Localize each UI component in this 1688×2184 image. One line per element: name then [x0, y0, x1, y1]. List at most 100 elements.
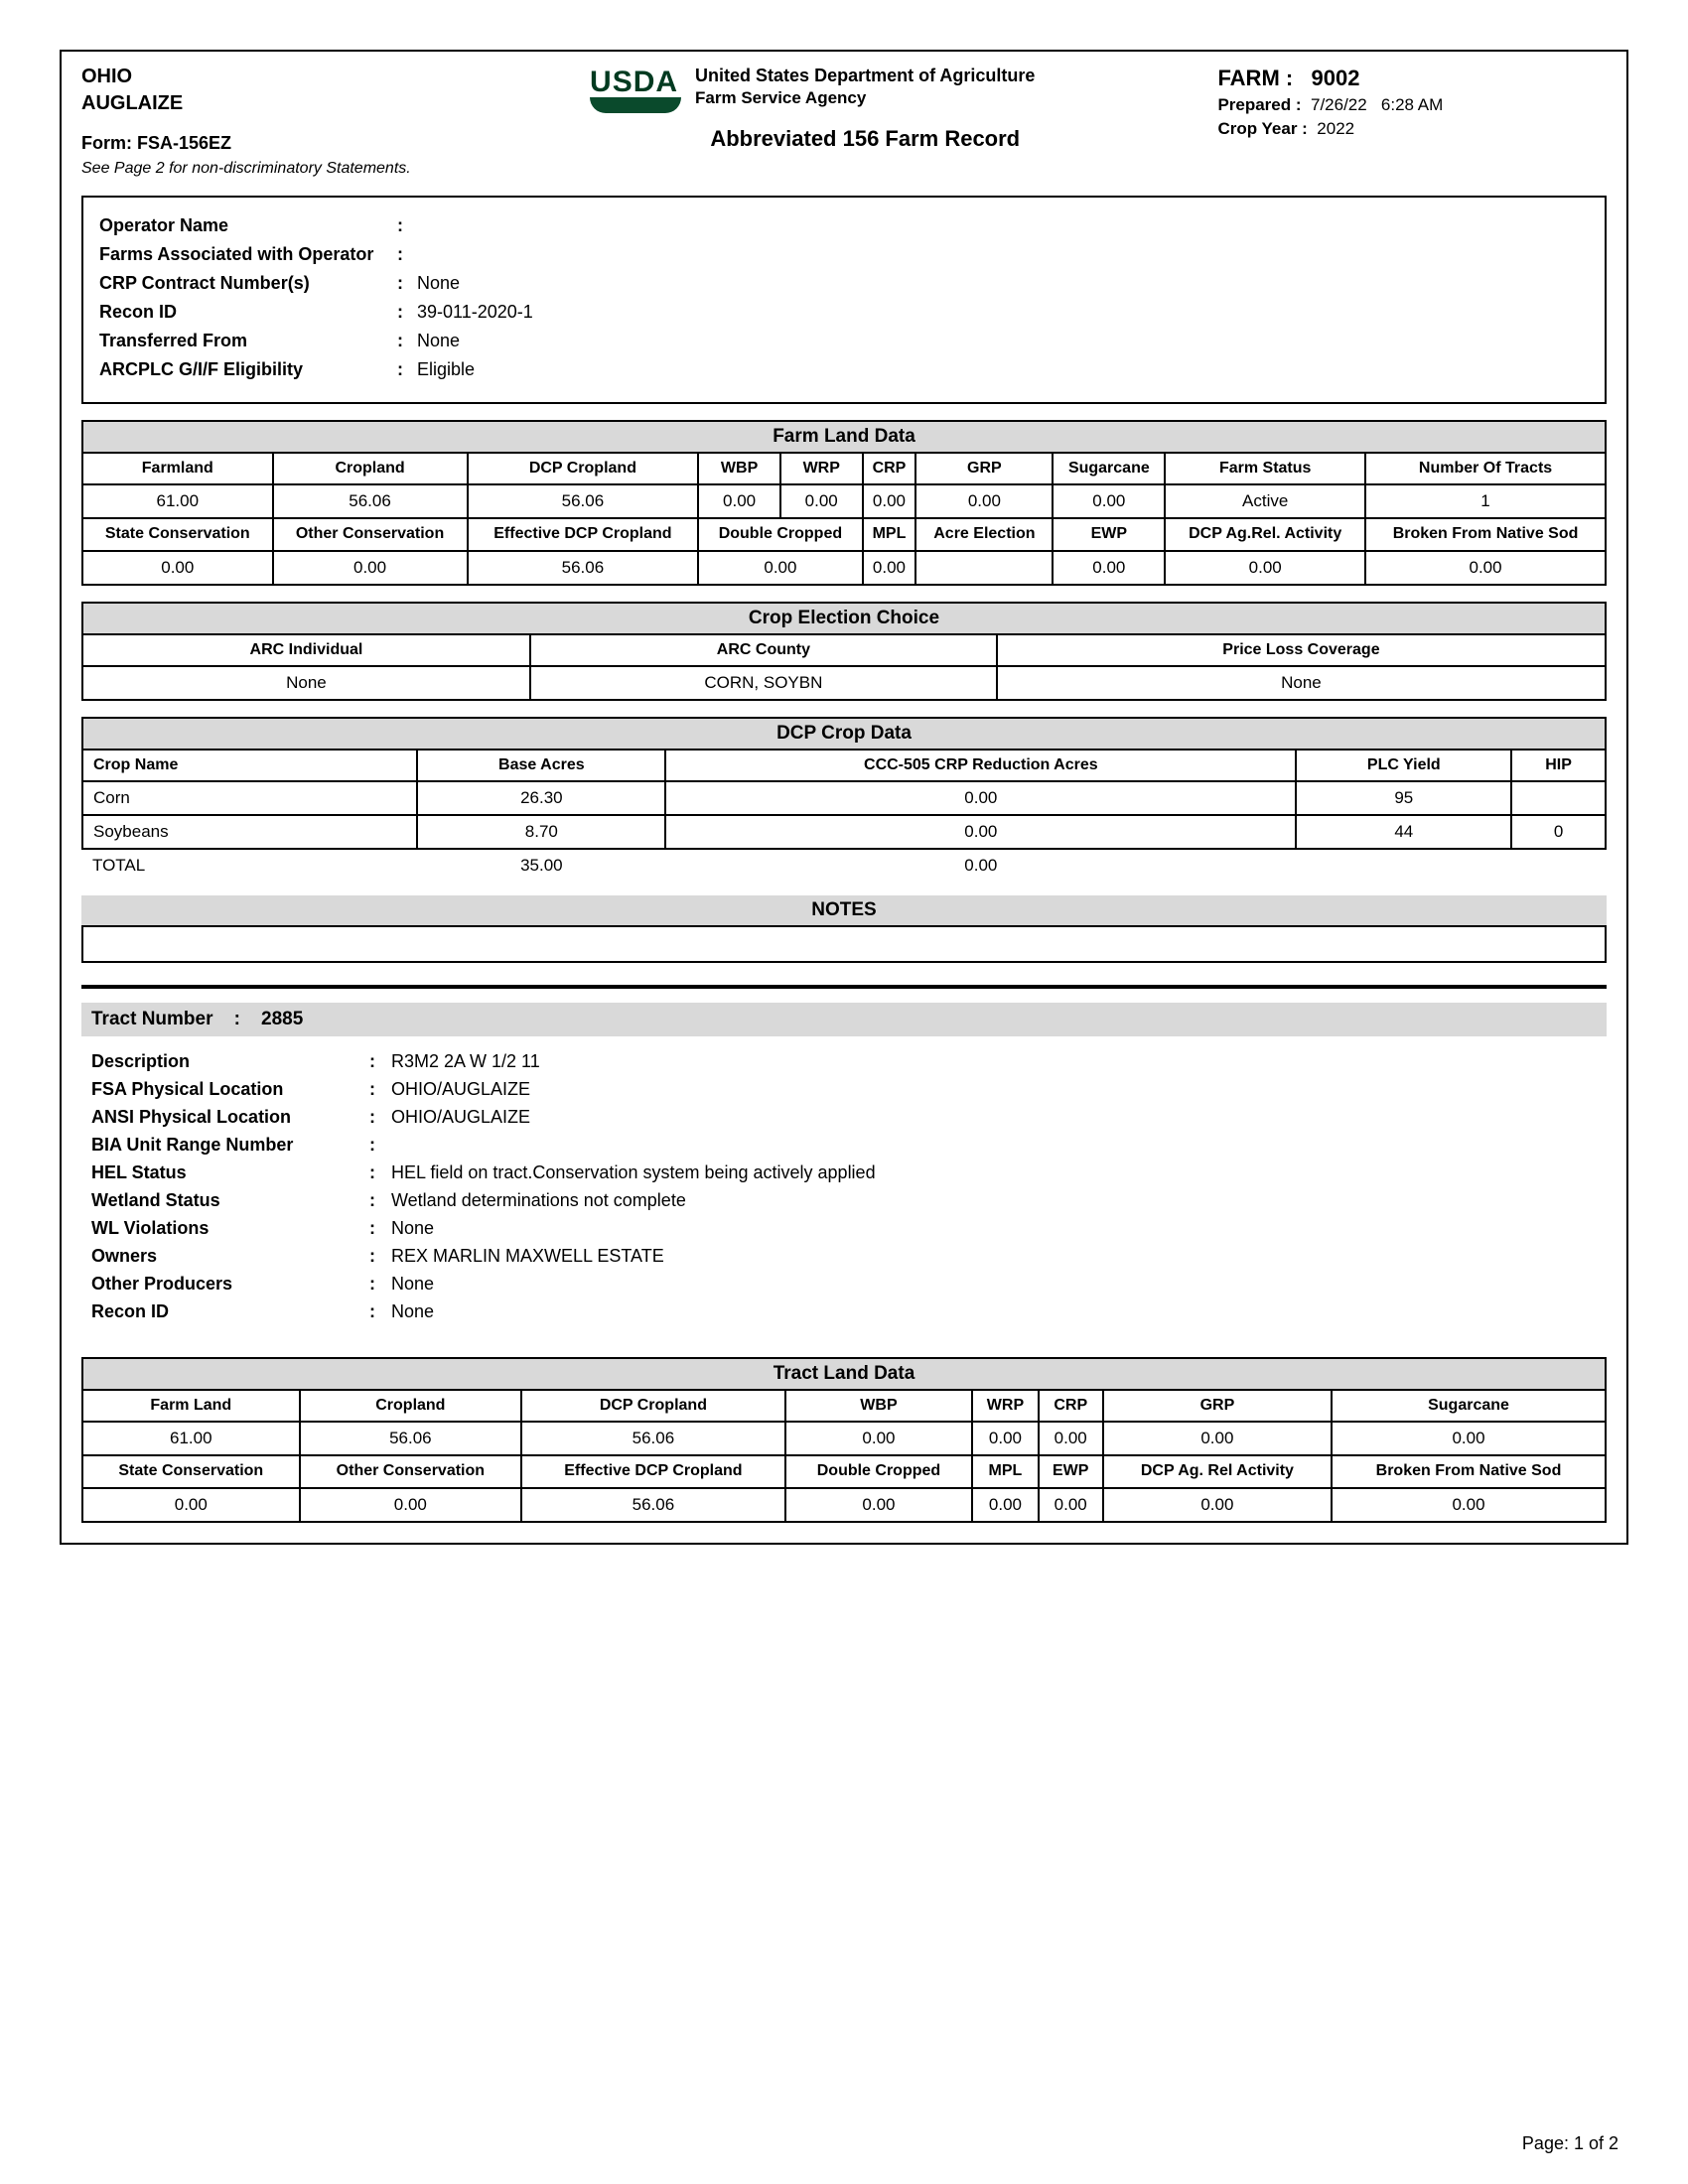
usda-swoosh-icon: [590, 97, 681, 113]
table-cell: 61.00: [82, 484, 273, 518]
total-reduction: 0.00: [665, 849, 1296, 882]
operator-value: None: [417, 331, 1589, 351]
table-cell: 0.00: [1332, 1422, 1606, 1455]
table-header: MPL: [863, 518, 916, 550]
tract-value: Wetland determinations not complete: [391, 1190, 686, 1211]
colon: :: [369, 1190, 391, 1211]
operator-label: Recon ID: [99, 302, 397, 323]
table-cell: 1: [1365, 484, 1606, 518]
tract-row: Wetland Status:Wetland determinations no…: [91, 1190, 1597, 1211]
tract-value: OHIO/AUGLAIZE: [391, 1079, 530, 1100]
prepared-line: Prepared : 7/26/22 6:28 AM: [1217, 95, 1607, 115]
tract-row: Other Producers:None: [91, 1274, 1597, 1295]
table-cell: 0.00: [785, 1488, 973, 1522]
tract-land-title: Tract Land Data: [81, 1357, 1607, 1389]
table-cell: 61.00: [82, 1422, 300, 1455]
cropyear-line: Crop Year : 2022: [1217, 119, 1607, 139]
operator-value: 39-011-2020-1: [417, 302, 1589, 323]
table-cell: [915, 551, 1053, 585]
table-cell: 0.00: [863, 484, 916, 518]
colon: :: [397, 331, 417, 351]
table-cell: 0.00: [785, 1422, 973, 1455]
operator-value: Eligible: [417, 359, 1589, 380]
total-label: TOTAL: [82, 849, 417, 882]
table-cell: 56.06: [468, 484, 699, 518]
tract-block: Tract Number : 2885 Description:R3M2 2A …: [81, 1003, 1607, 1341]
table-header: EWP: [1053, 518, 1165, 550]
colon: :: [369, 1218, 391, 1239]
tract-row: Owners:REX MARLIN MAXWELL ESTATE: [91, 1246, 1597, 1267]
table-header: Cropland: [300, 1390, 522, 1422]
tract-label: ANSI Physical Location: [91, 1107, 369, 1128]
tract-label: WL Violations: [91, 1218, 369, 1239]
colon: :: [369, 1051, 391, 1072]
tract-label: Wetland Status: [91, 1190, 369, 1211]
page-footer: Page: 1 of 2: [1522, 2133, 1618, 2154]
table-header: MPL: [972, 1455, 1038, 1487]
outer-border: OHIO AUGLAIZE Form: FSA-156EZ See Page 2…: [60, 50, 1628, 1545]
table-header: ARC County: [530, 634, 997, 666]
table-header: Effective DCP Cropland: [521, 1455, 785, 1487]
table-header: GRP: [1103, 1390, 1332, 1422]
tract-value: R3M2 2A W 1/2 11: [391, 1051, 540, 1072]
farm-number: 9002: [1312, 66, 1360, 90]
table-header: Price Loss Coverage: [997, 634, 1606, 666]
table-cell: 0.00: [915, 484, 1053, 518]
doc-title: Abbreviated 156 Farm Record: [695, 126, 1035, 152]
dept-block: United States Department of Agriculture …: [695, 66, 1035, 152]
colon: :: [397, 244, 417, 265]
operator-label: Operator Name: [99, 215, 397, 236]
table-cell: CORN, SOYBN: [530, 666, 997, 700]
table-cell: 56.06: [273, 484, 468, 518]
tract-row: FSA Physical Location:OHIO/AUGLAIZE: [91, 1079, 1597, 1100]
table-cell: 0.00: [82, 1488, 300, 1522]
tract-value: OHIO/AUGLAIZE: [391, 1107, 530, 1128]
tract-value: None: [391, 1274, 434, 1295]
table-cell: 0.00: [1039, 1488, 1103, 1522]
table-cell: 0.00: [698, 551, 862, 585]
tract-row: HEL Status:HEL field on tract.Conservati…: [91, 1162, 1597, 1183]
table-cell: 0.00: [82, 551, 273, 585]
table-cell: Soybeans: [82, 815, 417, 849]
page: OHIO AUGLAIZE Form: FSA-156EZ See Page 2…: [0, 0, 1688, 2184]
tract-row: Description:R3M2 2A W 1/2 11: [91, 1051, 1597, 1072]
table-header: Other Conservation: [273, 518, 468, 550]
dcp-title: DCP Crop Data: [81, 717, 1607, 749]
table-header: State Conservation: [82, 518, 273, 550]
table-header: Sugarcane: [1332, 1390, 1606, 1422]
colon: :: [397, 359, 417, 380]
table-cell: 0.00: [863, 551, 916, 585]
table-header: DCP Ag.Rel. Activity: [1165, 518, 1365, 550]
table-header: Acre Election: [915, 518, 1053, 550]
tract-value: None: [391, 1301, 434, 1322]
table-cell: 0.00: [1053, 484, 1165, 518]
separator: [81, 985, 1607, 989]
operator-row: Recon ID:39-011-2020-1: [99, 302, 1589, 323]
state-label: OHIO: [81, 66, 590, 88]
tract-row: BIA Unit Range Number:: [91, 1135, 1597, 1156]
table-cell: 95: [1296, 781, 1511, 815]
operator-label: CRP Contract Number(s): [99, 273, 397, 294]
dcp-table: Crop NameBase AcresCCC-505 CRP Reduction…: [81, 749, 1607, 882]
farm-land-table: FarmlandCroplandDCP CroplandWBPWRPCRPGRP…: [81, 452, 1607, 586]
header-middle: USDA United States Department of Agricul…: [590, 66, 1188, 152]
table-cell: None: [997, 666, 1606, 700]
operator-value: [417, 215, 1589, 236]
disclaimer-text: See Page 2 for non-discriminatory Statem…: [81, 160, 590, 178]
colon: :: [369, 1079, 391, 1100]
tract-value: HEL field on tract.Conservation system b…: [391, 1162, 876, 1183]
table-cell: 0.00: [665, 781, 1296, 815]
table-cell: 0.00: [1332, 1488, 1606, 1522]
table-header: DCP Ag. Rel Activity: [1103, 1455, 1332, 1487]
table-cell: None: [82, 666, 530, 700]
tract-row: ANSI Physical Location:OHIO/AUGLAIZE: [91, 1107, 1597, 1128]
tract-value: REX MARLIN MAXWELL ESTATE: [391, 1246, 664, 1267]
operator-row: Transferred From:None: [99, 331, 1589, 351]
operator-value: None: [417, 273, 1589, 294]
table-cell: [1511, 781, 1606, 815]
table-header: WRP: [780, 453, 863, 484]
table-header: Broken From Native Sod: [1365, 518, 1606, 550]
prepared-label: Prepared :: [1217, 95, 1301, 114]
table-cell: 0.00: [273, 551, 468, 585]
operator-label: Transferred From: [99, 331, 397, 351]
